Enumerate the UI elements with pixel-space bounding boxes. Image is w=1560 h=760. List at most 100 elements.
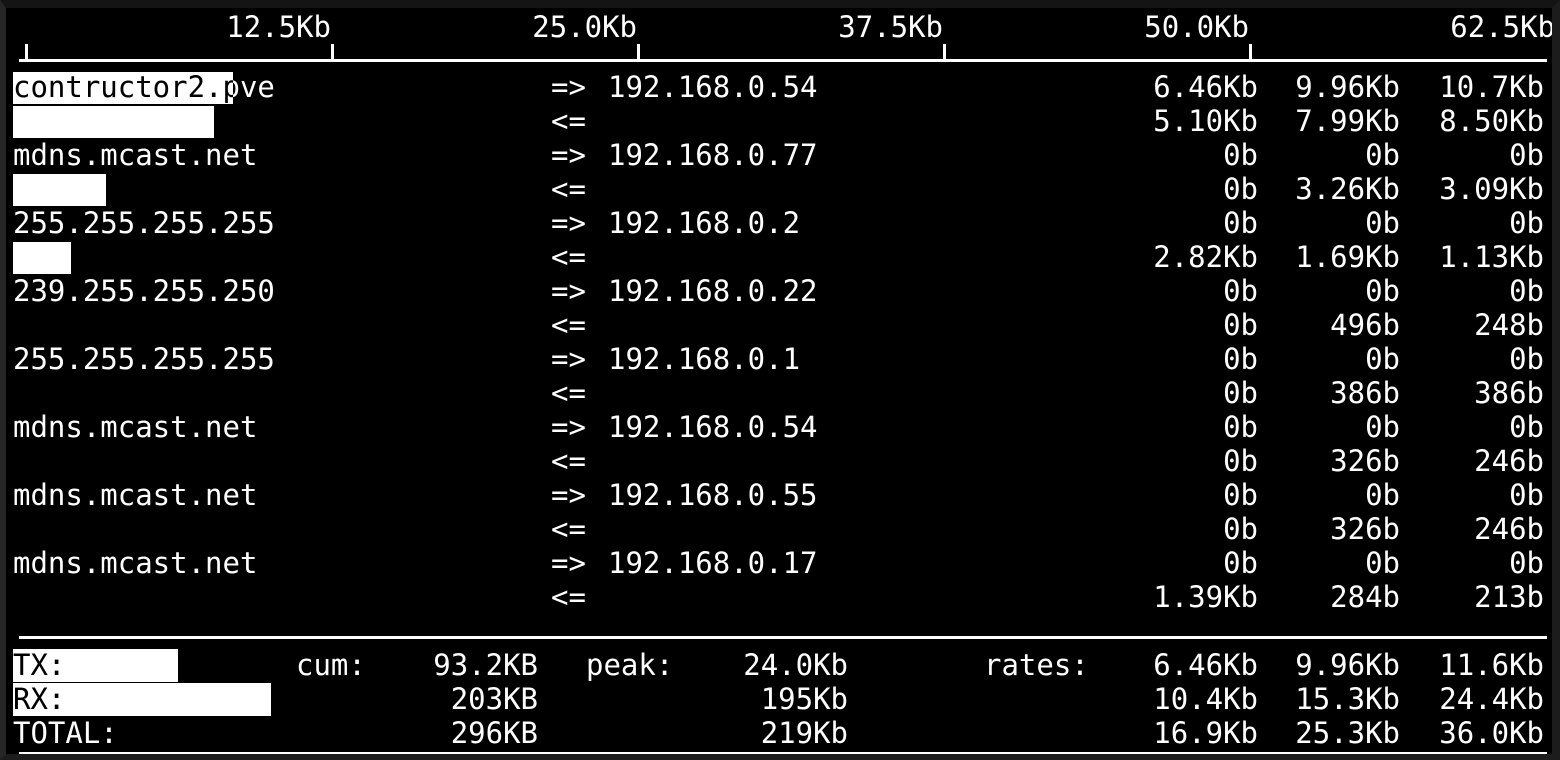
rate-value-col2: 0b [1365,478,1400,512]
rate-value-col3: 246b [1474,512,1544,546]
host-name: 255.255.255.255 [13,342,275,376]
summary-row-label: RX: [13,682,66,716]
host-pair-list[interactable]: contructor2.pve => 192.168.0.54 6.46Kb 9.96K… [6,70,1552,636]
host-pair-row[interactable]: 255.255.255.255 => 192.168.0.1 0b 0b 0b <= 0b 38… [6,342,1552,410]
bandwidth-scale-header: 12.5Kb 25.0Kb 37.5Kb 50.0Kb 62.5Kb [6,8,1552,66]
peer-address: 192.168.0.2 [608,206,801,240]
rate-value-col2: 0b [1365,342,1400,376]
host-name: mdns.mcast.net [13,138,258,172]
scale-label-4: 62.5Kb [1450,10,1555,44]
host-pair-row[interactable]: mdns.mcast.net => 192.168.0.17 0b 0b 0b <= 1.39… [6,546,1552,614]
rate-value-col1: 2.82Kb [1153,240,1258,274]
peer-address: 192.168.0.54 [608,410,818,444]
scale-tick-2 [943,44,946,60]
peer-address: 192.168.0.17 [608,546,818,580]
rate-value-col1: 0b [1223,172,1258,206]
scale-tick-origin [25,44,28,60]
receive-arrow-icon: <= [551,444,586,478]
rate-value-col3: 0b [1509,546,1544,580]
summary-row: TX: cum: peak: rates: 93.2KB 24.0Kb 6.46Kb 9.96… [6,648,1552,682]
rate-value-col1: 6.46Kb [1153,70,1258,104]
send-arrow-icon: => [551,410,586,444]
cumulative-value: 296KB [450,716,538,750]
rate-value-col2: 7.99Kb [1295,104,1400,138]
rate-value-col3: 0b [1509,478,1544,512]
receive-arrow-icon: <= [551,580,586,614]
rate-value-col1: 0b [1223,274,1258,308]
host-send-line: 255.255.255.255 => 192.168.0.1 0b 0b 0b [6,342,1552,376]
host-send-line: 239.255.255.250 => 192.168.0.22 0b 0b 0b [6,274,1552,308]
rate-value-col1: 0b [1223,206,1258,240]
peer-address: 192.168.0.77 [608,138,818,172]
summary-rate-col2: 25.3Kb [1295,716,1400,750]
summary-rate-col1: 16.9Kb [1153,716,1258,750]
host-send-line: mdns.mcast.net => 192.168.0.77 0b 0b 0b [6,138,1552,172]
host-receive-line: <= 0b 326b 246b [6,444,1552,478]
rate-value-col3: 0b [1509,274,1544,308]
rate-value-col2: 0b [1365,138,1400,172]
rate-value-col1: 0b [1223,478,1258,512]
peak-value: 219Kb [760,716,848,750]
summary-rate-col3: 36.0Kb [1439,716,1544,750]
host-send-line: mdns.mcast.net => 192.168.0.54 0b 0b 0b [6,410,1552,444]
host-pair-row[interactable]: mdns.mcast.net => 192.168.0.77 0b 0b 0b <= 0b 3.… [6,138,1552,206]
rates-label: rates: [984,648,1089,682]
rate-value-col3: 10.7Kb [1439,70,1544,104]
peak-label: peak: [586,648,674,682]
host-pair-row[interactable]: 239.255.255.250 => 192.168.0.22 0b 0b 0b <= 0b 4… [6,274,1552,342]
summary-rate-col3: 24.4Kb [1439,682,1544,716]
summary-rate-col1: 6.46Kb [1153,648,1258,682]
host-pair-row[interactable]: mdns.mcast.net => 192.168.0.54 0b 0b 0b <= 0b 32… [6,410,1552,478]
rate-value-col1: 0b [1223,546,1258,580]
host-send-line: mdns.mcast.net => 192.168.0.55 0b 0b 0b [6,478,1552,512]
summary-footer: TX: cum: peak: rates: 93.2KB 24.0Kb 6.46Kb 9.96… [6,648,1552,754]
rate-value-col3: 3.09Kb [1439,172,1544,206]
rate-value-col2: 9.96Kb [1295,70,1400,104]
rate-value-col3: 248b [1474,308,1544,342]
summary-rate-col3: 11.6Kb [1439,648,1544,682]
rate-value-col3: 1.13Kb [1439,240,1544,274]
send-arrow-icon: => [551,206,586,240]
send-bandwidth-bar [13,72,233,104]
rate-value-col3: 386b [1474,376,1544,410]
rate-value-col2: 0b [1365,274,1400,308]
send-arrow-icon: => [551,342,586,376]
summary-rate-col1: 10.4Kb [1153,682,1258,716]
send-arrow-icon: => [551,546,586,580]
host-receive-line: <= 0b 496b 248b [6,308,1552,342]
rate-value-col2: 3.26Kb [1295,172,1400,206]
summary-divider-top [19,636,1547,639]
rate-value-col2: 1.69Kb [1295,240,1400,274]
rate-value-col3: 246b [1474,444,1544,478]
peer-address: 192.168.0.22 [608,274,818,308]
receive-arrow-icon: <= [551,308,586,342]
rate-value-col3: 0b [1509,410,1544,444]
host-pair-row[interactable]: 255.255.255.255 => 192.168.0.2 0b 0b 0b <= 2.82… [6,206,1552,274]
send-arrow-icon: => [551,70,586,104]
scale-label-1: 25.0Kb [532,10,637,44]
receive-bandwidth-bar [13,174,106,206]
rate-value-col3: 0b [1509,138,1544,172]
host-name: 255.255.255.255 [13,206,275,240]
host-send-line: 255.255.255.255 => 192.168.0.2 0b 0b 0b [6,206,1552,240]
host-name: mdns.mcast.net [13,546,258,580]
rate-value-col1: 0b [1223,342,1258,376]
peer-address: 192.168.0.55 [608,478,818,512]
rate-value-col2: 284b [1330,580,1400,614]
scale-label-3: 50.0Kb [1144,10,1249,44]
rate-value-col2: 0b [1365,410,1400,444]
rate-value-col1: 1.39Kb [1153,580,1258,614]
receive-bandwidth-bar [13,106,214,138]
host-send-line: mdns.mcast.net => 192.168.0.17 0b 0b 0b [6,546,1552,580]
send-arrow-icon: => [551,138,586,172]
host-receive-line: <= 5.10Kb 7.99Kb 8.50Kb [6,104,1552,138]
cumulative-label: cum: [296,648,366,682]
rate-value-col1: 0b [1223,444,1258,478]
host-pair-row[interactable]: mdns.mcast.net => 192.168.0.55 0b 0b 0b <= 0b 32… [6,478,1552,546]
send-arrow-icon: => [551,478,586,512]
rate-value-col1: 0b [1223,138,1258,172]
summary-divider-bottom [19,752,1547,754]
host-name: mdns.mcast.net [13,410,258,444]
host-pair-row[interactable]: contructor2.pve => 192.168.0.54 6.46Kb 9.96K… [6,70,1552,138]
